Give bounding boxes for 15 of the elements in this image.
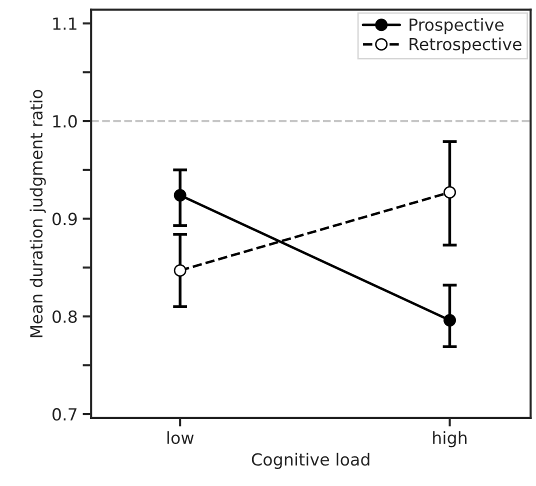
x-tick-label: low — [167, 431, 194, 444]
x-axis-title: Cognitive load — [252, 452, 370, 469]
legend-label: Prospective — [410, 18, 504, 34]
point — [174, 189, 186, 202]
point — [443, 314, 456, 327]
point — [174, 264, 186, 277]
point — [443, 186, 456, 199]
y-axis-title: Mean duration judgment ratio — [30, 90, 46, 338]
y-tick-label: 1.1 — [53, 18, 76, 30]
legend-label: Retrospective — [410, 38, 522, 54]
x-tick-label: high — [433, 431, 466, 448]
y-tick-label: 1.0 — [53, 115, 77, 128]
y-tick-label: 0.7 — [52, 408, 76, 421]
y-tick-label: 0.9 — [52, 212, 77, 226]
y-tick-label: 0.8 — [52, 310, 77, 323]
